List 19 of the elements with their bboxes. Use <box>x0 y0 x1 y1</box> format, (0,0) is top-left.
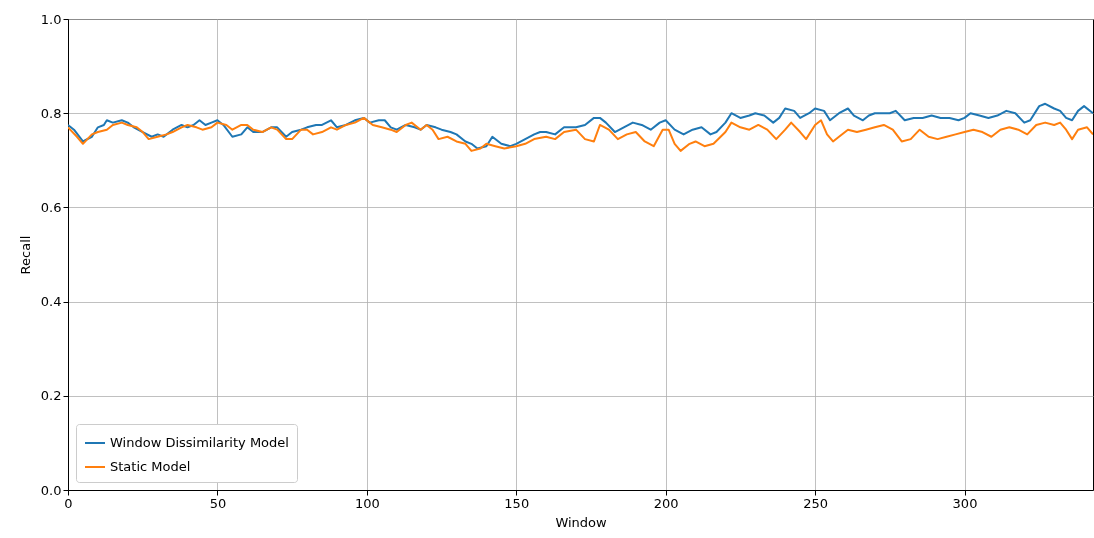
line-series <box>68 116 1093 152</box>
y-tick-label: 0.4 <box>40 294 62 310</box>
line-series <box>68 102 1093 150</box>
x-tick-label: 150 <box>504 495 530 511</box>
x-axis-title: Window <box>555 514 607 530</box>
y-tick-label: 1.0 <box>40 11 62 27</box>
legend-label: Static Model <box>110 459 191 474</box>
y-axis-title: Recall <box>17 235 33 275</box>
x-tick-label: 200 <box>653 495 679 511</box>
y-tick-label: 0.0 <box>40 482 62 498</box>
y-tick-label: 0.6 <box>40 199 62 215</box>
x-tick-label: 0 <box>64 495 73 511</box>
x-tick-label: 300 <box>952 495 978 511</box>
y-tick-label: 0.8 <box>40 105 62 121</box>
y-tick-label: 0.2 <box>40 388 62 404</box>
x-tick-label: 100 <box>354 495 380 511</box>
legend-label: Window Dissimilarity Model <box>110 435 289 450</box>
x-tick-label: 250 <box>803 495 828 511</box>
x-tick-label: 50 <box>209 495 227 511</box>
